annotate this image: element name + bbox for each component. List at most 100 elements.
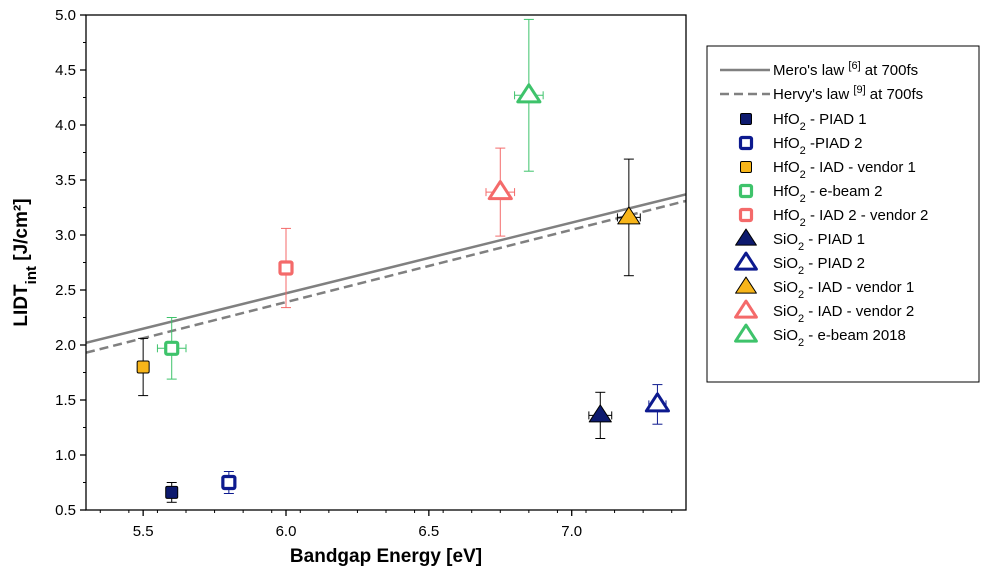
y-tick-label: 2.5 [55,282,76,299]
data-point-7 [644,384,670,425]
marker-triangle [487,180,513,201]
y-axis-title: LIDTint [J/cm²] [11,198,40,326]
y-tick-label: 2.0 [55,337,76,354]
legend-label-material: SiO [773,279,798,296]
marker-triangle [617,206,641,225]
x-tick-label: 5.5 [133,523,154,540]
legend-label-material: HfO [773,183,800,200]
y-tick-label: 5.0 [55,7,76,24]
legend-label-subscript: 2 [800,193,806,205]
y-axis-title-unit: [J/cm²] [11,198,32,266]
legend-marker [738,207,754,223]
y-tick-label: 4.0 [55,117,76,134]
legend-label-subscript: 2 [798,313,804,325]
legend-label-subscript: 2 [798,289,804,301]
legend-label: Mero's law [6] at 700fs [773,60,918,79]
legend-marker [735,276,757,294]
y-tick-label: 0.5 [55,502,76,519]
legend-label-subscript: 2 [800,121,806,133]
model-line-2 [86,199,686,354]
legend-label-rest: - IAD 2 - vendor 2 [806,207,929,224]
legend-label-rest: - PIAD 2 [804,255,865,272]
legend-label: SiO2 - PIAD 2 [773,255,865,277]
legend-label-rest: -PIAD 2 [806,135,863,152]
legend-marker [734,251,758,271]
x-tick-label: 7.0 [561,523,582,540]
y-tick-label: 3.0 [55,227,76,244]
plot-area [85,14,687,511]
legend-label-rest: - e-beam 2018 [804,327,906,344]
legend-label: HfO2 -PIAD 2 [773,135,862,157]
model-line-1 [86,193,686,345]
x-tick-label: 6.0 [276,523,297,540]
legend-label-rest: - e-beam 2 [806,183,883,200]
legend-label-subscript: 2 [798,337,804,349]
marker-square [221,474,237,491]
y-tick-label: 1.0 [55,447,76,464]
y-axis-title-subscript: int [23,266,40,284]
legend-label-suffix: at 700fs [866,86,924,103]
legend-label-subscript: 2 [798,265,804,277]
marker-square [278,260,294,276]
legend-label: SiO2 - IAD - vendor 1 [773,279,914,301]
legend-marker [734,323,758,343]
legend-label-material: HfO [773,207,800,224]
legend-marker [740,161,752,173]
y-tick-label: 1.5 [55,392,76,409]
marker-triangle [516,83,542,104]
legend-label-name: Mero's law [773,62,848,79]
legend-label-subscript: 2 [800,145,806,157]
legend-label-subscript: 2 [800,169,806,181]
x-axis: 5.5 6.0 6.5 7.0 [99,510,673,540]
legend-label: HfO2 - IAD - vendor 1 [773,159,916,181]
legend-label-rest: - PIAD 1 [804,231,865,248]
legend-label-material: HfO [773,159,800,176]
data-point-2 [221,471,237,494]
legend-marker [734,299,758,319]
legend-label-rest: - IAD - vendor 2 [804,303,914,320]
legend-label-ref: [6] [848,60,860,72]
legend-label: HfO2 - IAD 2 - vendor 2 [773,207,928,229]
x-axis-title: Bandgap Energy [eV] [290,546,482,567]
legend-marker [738,183,754,199]
marker-square [164,340,180,356]
x-tick-label: 6.5 [418,523,439,540]
legend-label: SiO2 - IAD - vendor 2 [773,303,914,325]
legend-label-subscript: 2 [800,217,806,229]
plot-frame [85,14,687,511]
data-point-4 [156,317,187,380]
legend-label: SiO2 - e-beam 2018 [773,327,906,349]
legend-label-material: SiO [773,327,798,344]
legend-label: Hervy's law [9] at 700fs [773,84,923,103]
legend-label-material: HfO [773,111,800,128]
legend-label-rest: - IAD - vendor 1 [806,159,916,176]
legend-label-material: SiO [773,231,798,248]
legend-label-ref: [9] [853,84,865,96]
legend-label-rest: - IAD - vendor 1 [804,279,914,296]
legend-marker [735,228,757,246]
legend-label-material: SiO [773,255,798,272]
legend-label: SiO2 - PIAD 1 [773,231,865,253]
marker-square [136,360,150,374]
legend-label-material: HfO [773,135,800,152]
y-axis-title-group: LIDTint [J/cm²] [11,198,40,326]
data-point-10 [514,18,544,172]
legend-label-material: SiO [773,303,798,320]
data-point-6 [588,391,613,439]
data-point-8 [616,158,641,277]
legend-label: HfO2 - PIAD 1 [773,111,867,133]
legend-label: HfO2 - e-beam 2 [773,183,883,205]
legend-label-name: Hervy's law [773,86,853,103]
data-point-5 [278,227,294,309]
legend-label-suffix: at 700fs [861,62,919,79]
y-tick-label: 3.5 [55,172,76,189]
legend-marker [738,135,754,151]
data-point-1 [165,482,179,503]
marker-square [165,485,179,499]
y-axis: 0.5 1.0 1.5 2.0 2.5 3.0 3.5 4.0 4.5 5.0 [55,7,86,519]
data-point-9 [485,147,516,237]
marker-triangle [644,392,670,413]
legend-label-subscript: 2 [798,241,804,253]
